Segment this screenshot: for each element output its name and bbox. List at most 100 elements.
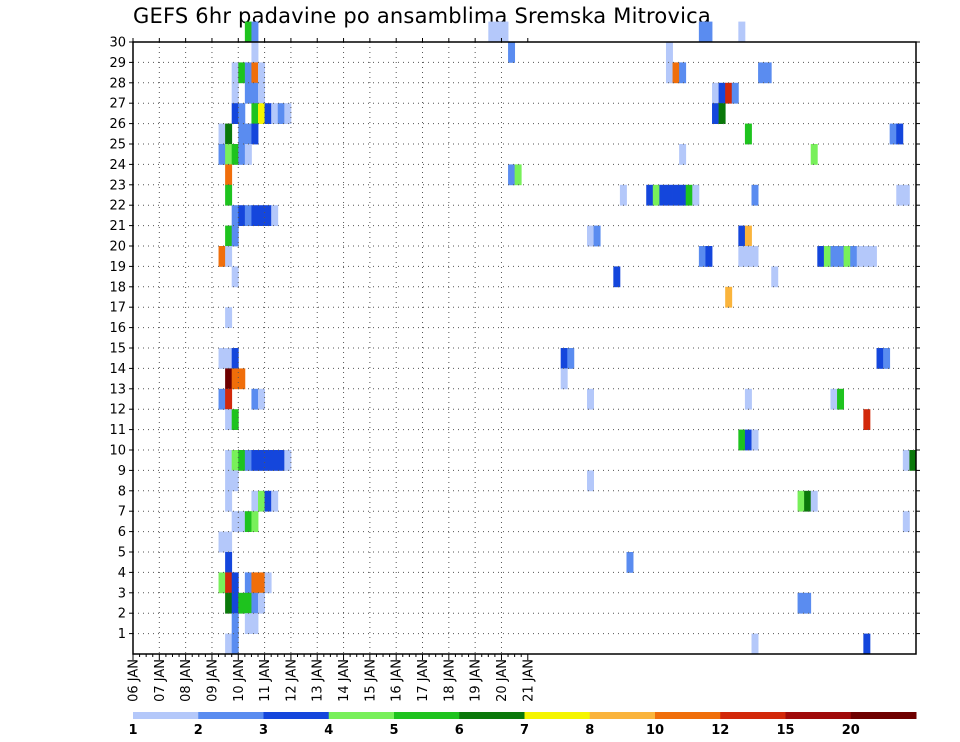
precip-cell bbox=[251, 82, 259, 104]
x-tick-label: 20 JAN bbox=[495, 659, 510, 702]
precip-cell bbox=[231, 205, 239, 226]
precip-cell bbox=[225, 388, 233, 410]
precip-cell bbox=[258, 592, 265, 614]
precip-cell bbox=[744, 123, 752, 145]
precip-cell bbox=[244, 450, 252, 471]
precip-cell bbox=[231, 470, 239, 492]
legend-label: 6 bbox=[455, 723, 464, 738]
precip-cell bbox=[258, 205, 265, 226]
precip-cell bbox=[758, 62, 766, 84]
precip-cell bbox=[225, 144, 233, 165]
precip-cell bbox=[225, 307, 233, 328]
precip-cell bbox=[218, 531, 226, 553]
precip-cell bbox=[244, 82, 252, 104]
precip-cell bbox=[679, 62, 687, 84]
precip-cell bbox=[613, 266, 621, 288]
precip-cell bbox=[751, 246, 759, 267]
legend-swatch bbox=[394, 712, 460, 719]
y-tick-label: 21 bbox=[109, 219, 126, 234]
precip-cell bbox=[284, 103, 292, 124]
precip-cell bbox=[863, 633, 871, 655]
x-tick-label: 21 JAN bbox=[521, 659, 536, 702]
y-tick-label: 10 bbox=[109, 444, 126, 459]
precip-cell bbox=[251, 572, 259, 594]
legend-label: 8 bbox=[585, 723, 594, 738]
precip-cell bbox=[896, 184, 904, 206]
precip-cell bbox=[685, 184, 693, 206]
precip-cell bbox=[225, 592, 233, 614]
precip-cell bbox=[231, 613, 239, 634]
precip-cell bbox=[626, 552, 634, 573]
precip-cell bbox=[744, 388, 752, 410]
precip-cell bbox=[238, 123, 246, 145]
precip-cell bbox=[238, 62, 246, 84]
x-tick-label: 06 JAN bbox=[127, 659, 142, 702]
precip-cell bbox=[271, 103, 279, 124]
precip-cell bbox=[231, 144, 239, 165]
y-tick-label: 24 bbox=[109, 158, 126, 173]
precip-cell bbox=[652, 184, 660, 206]
x-tick-label: 13 JAN bbox=[311, 659, 326, 702]
precip-cell bbox=[238, 511, 246, 532]
y-tick-label: 15 bbox=[109, 342, 126, 357]
precip-cell bbox=[830, 388, 838, 410]
y-tick-label: 23 bbox=[109, 178, 126, 193]
x-tick-label: 08 JAN bbox=[179, 659, 194, 702]
precip-cell bbox=[251, 388, 259, 410]
precip-cell bbox=[679, 184, 687, 206]
y-tick-label: 2 bbox=[118, 607, 126, 622]
x-tick-label: 19 JAN bbox=[469, 659, 484, 702]
x-tick-label: 10 JAN bbox=[232, 659, 247, 702]
precip-cell bbox=[258, 82, 265, 104]
precip-cell bbox=[218, 348, 226, 369]
precip-cell bbox=[271, 205, 279, 226]
legend-label: 12 bbox=[711, 723, 729, 738]
precip-cell bbox=[218, 246, 226, 267]
precip-cell bbox=[225, 450, 233, 471]
precip-cell bbox=[251, 42, 259, 63]
precip-cell bbox=[797, 490, 805, 512]
precip-cell bbox=[764, 62, 772, 84]
precip-cell bbox=[587, 388, 594, 410]
precip-cell bbox=[850, 246, 858, 267]
y-tick-label: 29 bbox=[109, 56, 126, 71]
y-tick-label: 20 bbox=[109, 240, 126, 255]
precip-cell bbox=[244, 613, 252, 634]
y-tick-label: 11 bbox=[109, 423, 126, 438]
precip-cell bbox=[225, 633, 233, 655]
legend-label: 7 bbox=[520, 723, 529, 738]
precip-cell bbox=[869, 246, 877, 267]
precip-cell bbox=[896, 123, 904, 145]
precip-cell bbox=[231, 409, 239, 430]
precip-cell bbox=[744, 246, 752, 267]
precip-cell bbox=[244, 123, 252, 145]
precip-cell bbox=[231, 225, 239, 247]
y-tick-label: 7 bbox=[118, 505, 126, 520]
precip-cell bbox=[244, 144, 252, 165]
precip-cell bbox=[705, 21, 713, 43]
precip-cell bbox=[251, 511, 259, 532]
precip-cell bbox=[567, 348, 575, 369]
precip-cell bbox=[771, 266, 779, 288]
precip-cell bbox=[258, 103, 265, 124]
y-tick-label: 12 bbox=[109, 403, 126, 418]
precip-cell bbox=[698, 21, 706, 43]
y-tick-label: 17 bbox=[109, 301, 126, 316]
precip-cell bbox=[218, 144, 226, 165]
precip-cell bbox=[751, 429, 759, 451]
precip-cell bbox=[258, 572, 265, 594]
precip-cell bbox=[231, 103, 239, 124]
precip-cell bbox=[856, 246, 864, 267]
legend-label: 2 bbox=[194, 723, 203, 738]
legend-swatch bbox=[720, 712, 786, 719]
precip-cell bbox=[258, 388, 265, 410]
precip-cell bbox=[751, 184, 759, 206]
precip-cell bbox=[277, 450, 285, 471]
precip-cell bbox=[251, 62, 259, 84]
legend-swatch bbox=[785, 712, 852, 719]
precip-cell bbox=[284, 450, 292, 471]
precip-cell bbox=[251, 123, 259, 145]
precip-cell bbox=[251, 103, 259, 124]
precip-cell bbox=[225, 552, 233, 573]
precip-cell bbox=[810, 144, 818, 165]
